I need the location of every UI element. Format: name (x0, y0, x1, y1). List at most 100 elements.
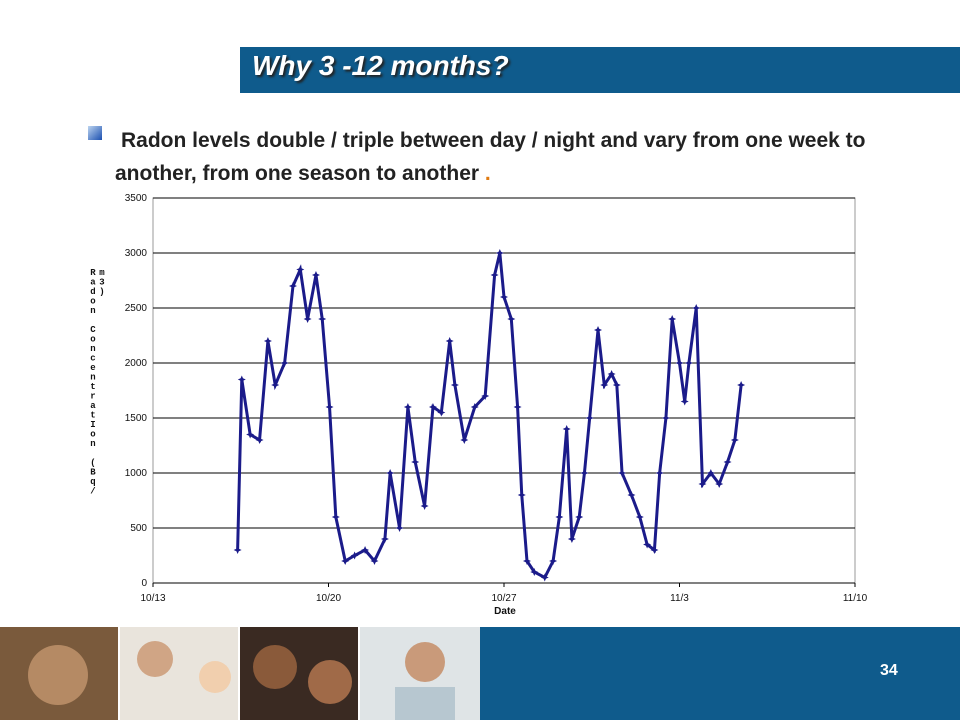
data-point (522, 557, 531, 565)
x-tick-label: 10/20 (316, 593, 341, 604)
data-point (386, 469, 395, 477)
chart: Date 0 500 1000 1500 2000 2500 3000 3500 10/13 10… (125, 193, 868, 617)
data-point (555, 513, 564, 521)
data-point (730, 436, 739, 444)
photo-strip (0, 627, 480, 720)
data-point (237, 375, 246, 384)
photo (28, 645, 88, 705)
data-point (318, 315, 327, 323)
footer-band (480, 627, 960, 720)
data-point (361, 546, 370, 554)
data-point (420, 502, 429, 510)
data-point (495, 249, 504, 257)
data-point (450, 381, 459, 389)
data-point (460, 436, 469, 444)
data-point (594, 326, 603, 334)
data-point (723, 458, 732, 466)
photo (308, 660, 352, 704)
y-tick-label: 0 (141, 578, 147, 589)
data-point (380, 535, 389, 543)
data-point (530, 568, 539, 576)
y-tick-label: 1000 (125, 468, 148, 479)
data-point (668, 315, 677, 323)
slide-title: Why 3 -12 months? (252, 50, 509, 81)
data-point (675, 359, 684, 367)
x-tick-label: 11/3 (670, 593, 689, 604)
photo (405, 642, 445, 682)
y-tick-label: 500 (130, 523, 147, 534)
data-point (280, 359, 289, 367)
bullet-icon (88, 126, 102, 140)
data-point (395, 524, 404, 532)
data-point (684, 359, 693, 367)
data-point (650, 546, 659, 554)
data-point (311, 271, 320, 279)
photo (395, 687, 455, 720)
bullet-end: . (484, 162, 491, 185)
data-point (263, 337, 272, 345)
data-point (715, 480, 724, 488)
data-point (325, 403, 334, 411)
data-point (540, 573, 549, 582)
data-point (288, 282, 297, 290)
data-point (698, 480, 707, 488)
bullet-body: Radon levels double / triple between day… (115, 129, 866, 185)
data-point (246, 430, 255, 439)
photo (199, 661, 231, 693)
y-tick-label: 2000 (125, 358, 148, 369)
data-point (680, 397, 689, 406)
data-point (255, 436, 264, 444)
data-point (350, 551, 359, 560)
data-point (331, 513, 340, 521)
data-point (490, 271, 499, 279)
data-point (303, 315, 312, 323)
data-point (500, 293, 508, 301)
data-point (737, 381, 746, 389)
data-point (411, 458, 420, 466)
data-point (627, 491, 636, 499)
x-tick-label: 10/27 (491, 593, 516, 604)
data-point (341, 557, 350, 565)
y-tick-label: 3000 (125, 248, 148, 259)
data-point (612, 381, 621, 389)
data-point (618, 469, 627, 477)
data-point (607, 370, 616, 378)
data-point (271, 381, 280, 389)
data-point (549, 557, 558, 565)
data-point (513, 403, 522, 411)
y-tick-label: 3500 (125, 193, 148, 204)
y-axis-title: Radon ConcentratIon (Bq/ m3) (88, 268, 107, 496)
data-point (562, 425, 571, 433)
data-point (575, 513, 584, 521)
photo (253, 645, 297, 689)
title-bar (240, 47, 960, 93)
data-point (580, 469, 589, 477)
data-point (481, 392, 490, 400)
data-point (437, 408, 446, 417)
data-point (445, 337, 454, 345)
data-point (600, 381, 609, 389)
x-tick-label: 10/13 (140, 593, 165, 604)
data-point (470, 403, 479, 411)
data-point (655, 469, 664, 477)
data-point (403, 403, 412, 411)
data-point (428, 403, 437, 411)
y-tick-label: 2500 (125, 303, 148, 314)
photo (137, 641, 173, 677)
data-point (567, 535, 576, 543)
page-number: 34 (880, 662, 898, 679)
data-point (585, 414, 594, 422)
data-point (692, 304, 701, 312)
data-point (507, 315, 516, 323)
data-point (517, 491, 526, 499)
data-point (296, 265, 305, 274)
data-point (635, 513, 644, 521)
y-tick-label: 1500 (125, 413, 148, 424)
x-tick-label: 11/10 (843, 593, 868, 604)
plot-area (152, 197, 856, 584)
bullet-text: Radon levels double / triple between day… (115, 124, 875, 190)
data-point (643, 540, 652, 549)
data-point (370, 557, 379, 565)
x-axis-title: Date (494, 606, 516, 617)
